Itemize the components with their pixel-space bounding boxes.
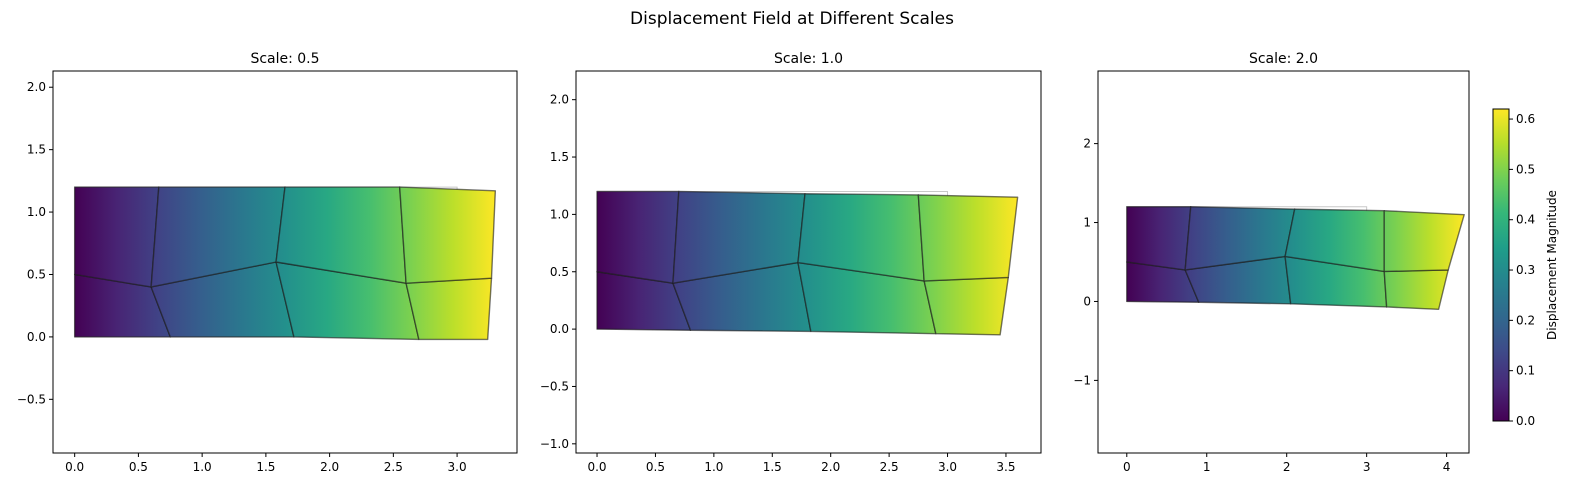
mesh-element-5 [596,190,680,284]
y-tick-label: −1 [1073,373,1091,387]
y-tick-label: 1.5 [27,143,46,157]
x-tick-label: 2.0 [821,460,840,474]
mesh-element-4 [923,276,1009,336]
colorbar-tick-label: 0.0 [1516,414,1535,428]
mesh-element-8 [917,194,1019,282]
colorbar-tick-label: 0.3 [1516,263,1535,277]
y-tick-label: 1.0 [27,205,46,219]
colorbar-tick-label: 0.5 [1516,162,1535,176]
y-tick-label: 1.0 [550,207,569,221]
subplot-3: 0 1 2 3 4 −1 0 1 2 Scale: 2.0 [1073,51,1470,474]
axes-frame [52,70,518,454]
y-tick-label: 2.0 [550,93,569,107]
y-tick-label: 2 [1083,137,1091,151]
x-tick-label: 3 [1363,460,1371,474]
subplot-1: 0.0 0.5 1.0 1.5 2.0 2.5 3.0 −0.5 0.0 0.5 1.0 1.5 2.0… [17,51,518,474]
mesh-element-5 [1126,206,1192,271]
colorbar-gradient [1492,108,1510,422]
figure-title: Displacement Field at Different Scales [630,9,954,29]
y-tick-label: 1 [1083,216,1091,230]
colorbar-label: Displacement Magnitude [1545,190,1559,340]
x-tick-label: 1.0 [193,460,212,474]
plot-area [1126,206,1465,311]
mesh-element-4 [405,277,493,341]
x-tick-label: 3.5 [996,460,1015,474]
mesh-element-4 [1383,269,1449,311]
y-tick-label: 1.5 [550,150,569,164]
plot-area [73,186,497,341]
x-tick-label: 2.5 [880,460,899,474]
colorbar-tick-label: 0.4 [1516,213,1535,227]
x-tick-label: 1.5 [256,460,275,474]
x-tick-label: 0.0 [65,460,84,474]
colorbar-tick-label: 0.1 [1516,364,1535,378]
x-tick-label: 0.0 [587,460,606,474]
x-tick-label: 2 [1283,460,1291,474]
colorbar: 0.0 0.1 0.2 0.3 0.4 0.5 0.6 Displacement Magnit… [1492,108,1559,428]
mesh-element-8 [399,186,497,284]
x-tick-label: 0.5 [646,460,665,474]
y-tick-label: 0.0 [27,330,46,344]
x-tick-label: 3.0 [448,460,467,474]
x-tick-label: 0.5 [129,460,148,474]
x-tick-label: 3.0 [938,460,957,474]
y-tick-label: −1.0 [540,437,569,451]
y-tick-label: 0 [1083,294,1091,308]
x-tick-label: 2.0 [320,460,339,474]
y-tick-label: 0.0 [550,322,569,336]
y-tick-label: −0.5 [17,392,46,406]
axes-frame [575,70,1042,454]
x-tick-label: 0 [1123,460,1131,474]
x-tick-label: 1 [1203,460,1211,474]
plot-area [596,190,1019,336]
mesh-element-5 [73,186,160,288]
colorbar-tick-label: 0.6 [1516,112,1535,126]
x-tick-label: 1.0 [704,460,723,474]
subplots: 0.0 0.5 1.0 1.5 2.0 2.5 3.0 −0.5 0.0 0.5 1.0 1.5 2.0… [17,51,1470,474]
axes-frame [1097,70,1470,454]
y-tick-label: −0.5 [540,379,569,393]
colorbar-tick-label: 0.2 [1516,313,1535,327]
y-tick-label: 0.5 [550,265,569,279]
x-tick-label: 2.5 [384,460,403,474]
subplot-title: Scale: 2.0 [1249,51,1318,67]
x-tick-label: 4 [1443,460,1451,474]
y-tick-label: 0.5 [27,267,46,281]
subplot-title: Scale: 0.5 [250,51,319,67]
y-tick-label: 2.0 [27,80,46,94]
subplot-2: 0.0 0.5 1.0 1.5 2.0 2.5 3.0 3.5 −1.0 −0.5 0.0 0.5 1.… [540,51,1042,474]
mesh-element-8 [1383,209,1465,273]
x-tick-label: 1.5 [763,460,782,474]
subplot-title: Scale: 1.0 [774,51,843,67]
